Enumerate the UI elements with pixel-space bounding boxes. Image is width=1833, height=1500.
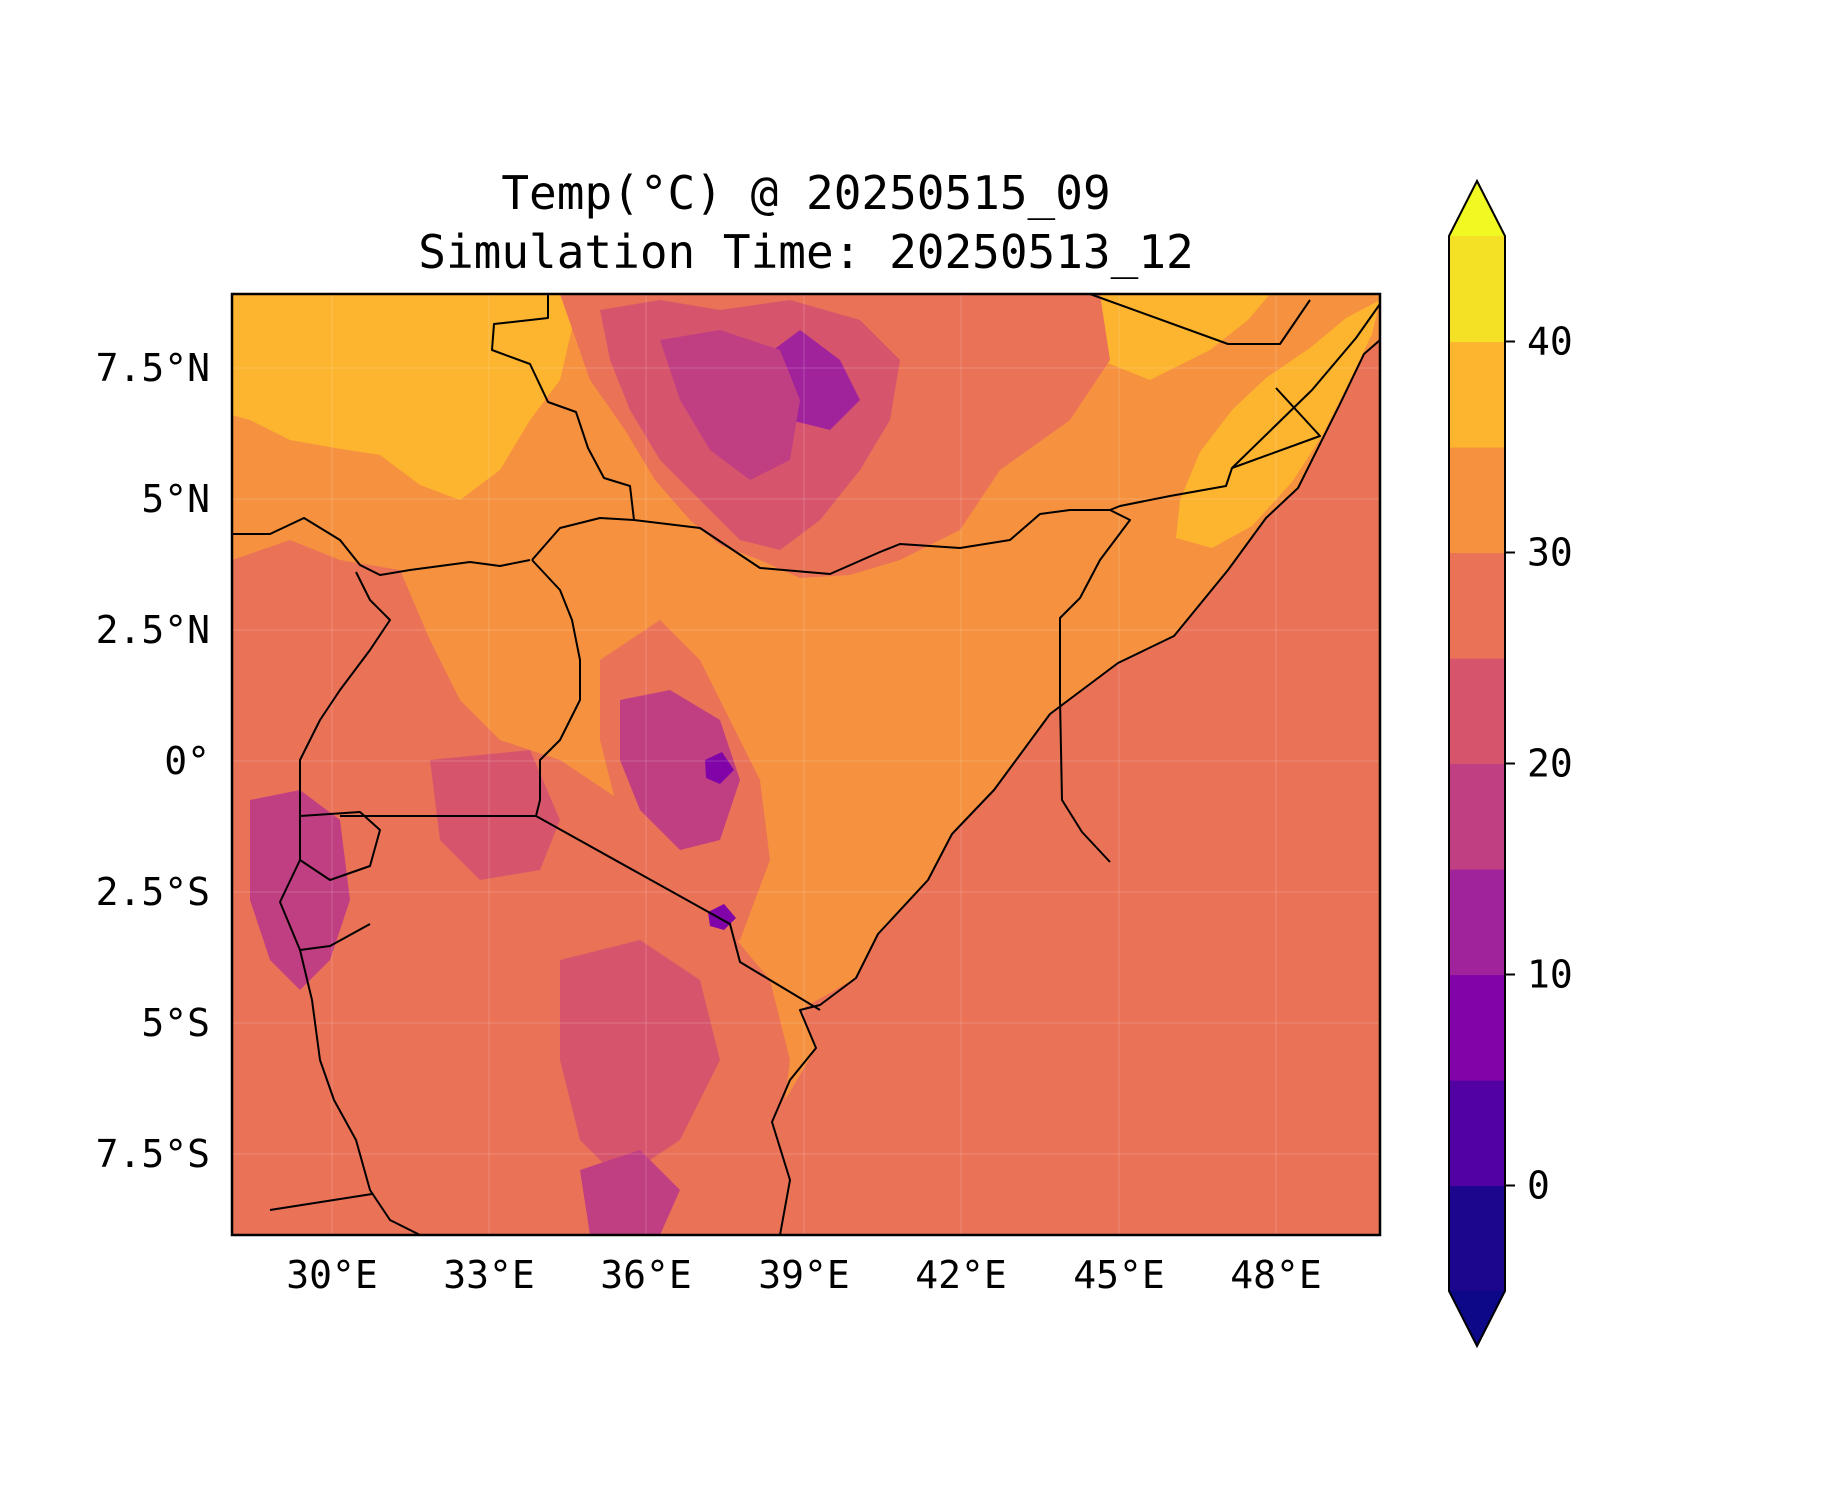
colorbar-segment (1449, 763, 1505, 870)
map-title-line1: Temp(°C) @ 20250515_09 (501, 166, 1110, 220)
y-tick-label: 7.5°N (96, 346, 210, 390)
country-borders (232, 294, 1380, 1235)
map-title-line2: Simulation Time: 20250513_12 (418, 225, 1193, 279)
uganda-drc-border (299, 571, 391, 816)
y-tick-label: 2.5°N (96, 608, 210, 652)
colorbar-under-arrow (1449, 1291, 1505, 1346)
djibouti-border (1089, 294, 1311, 345)
colorbar-tick-label: 30 (1527, 531, 1573, 575)
colorbar-tick-label: 10 (1527, 953, 1573, 997)
sudan-south-sudan-border (232, 517, 531, 576)
x-tick-label: 48°E (1230, 1253, 1322, 1297)
colorbar-segment (1449, 658, 1505, 765)
map-panel (230, 292, 1382, 1237)
uganda-kenya-border (531, 559, 581, 817)
colorbar-segment (1449, 1080, 1505, 1187)
colorbar-segment (1449, 341, 1505, 448)
x-axis-ticks: 30°E 33°E 36°E 39°E 42°E 45°E 48°E (286, 1253, 1322, 1297)
map-frame (230, 292, 1382, 1237)
zambia-border (269, 1193, 373, 1211)
southern-highlands-cool-zone (580, 1150, 680, 1235)
x-tick-label: 30°E (286, 1253, 378, 1297)
kenya-highlands-cool-zone (620, 690, 740, 850)
x-tick-label: 42°E (915, 1253, 1007, 1297)
colorbar: 0 10 20 30 40 (1448, 178, 1573, 1349)
colorbar-tick-label: 20 (1527, 742, 1573, 786)
y-tick-label: 5°S (141, 1001, 210, 1045)
colorbar-segment (1449, 447, 1505, 554)
colorbar-segment (1449, 552, 1505, 659)
south-sudan-ethiopia-border (491, 294, 635, 561)
colorbar-segment (1449, 236, 1505, 343)
y-axis-ticks: 7.5°N 5°N 2.5°N 0° 2.5°S 5°S 7.5°S (96, 346, 210, 1176)
coastline (771, 339, 1380, 1235)
y-tick-label: 7.5°S (96, 1132, 210, 1176)
x-tick-label: 33°E (443, 1253, 535, 1297)
lake-tanganyika-border (299, 949, 421, 1235)
colorbar-segment (1449, 974, 1505, 1081)
x-tick-label: 45°E (1073, 1253, 1165, 1297)
y-tick-label: 0° (164, 739, 210, 783)
map-gridlines (232, 294, 1380, 1235)
somalia-ethiopia-border (1059, 509, 1131, 863)
colorbar-tick-label: 40 (1527, 320, 1573, 364)
albertine-rift-cool-zone (250, 790, 350, 990)
mt-kenya-cold-spot (705, 752, 734, 784)
ethiopia-kenya-border (633, 387, 1321, 575)
tanzania-highlands-cool-zone (560, 940, 720, 1180)
ethiopia-cold-zone-2 (660, 330, 800, 480)
ogaden-hot-zone (1080, 294, 1270, 380)
kenya-tanzania-border (535, 815, 821, 1011)
x-tick-label: 36°E (600, 1253, 692, 1297)
x-tick-label: 39°E (758, 1253, 850, 1297)
colorbar-segment (1449, 869, 1505, 976)
y-tick-label: 5°N (141, 477, 210, 521)
colorbar-segment (1449, 1185, 1505, 1292)
y-tick-label: 2.5°S (96, 870, 210, 914)
colorbar-outline (1448, 178, 1506, 1349)
colorbar-tick-label: 0 (1527, 1164, 1550, 1208)
colorbar-over-arrow (1449, 181, 1505, 236)
somaliland-border (1231, 303, 1380, 469)
